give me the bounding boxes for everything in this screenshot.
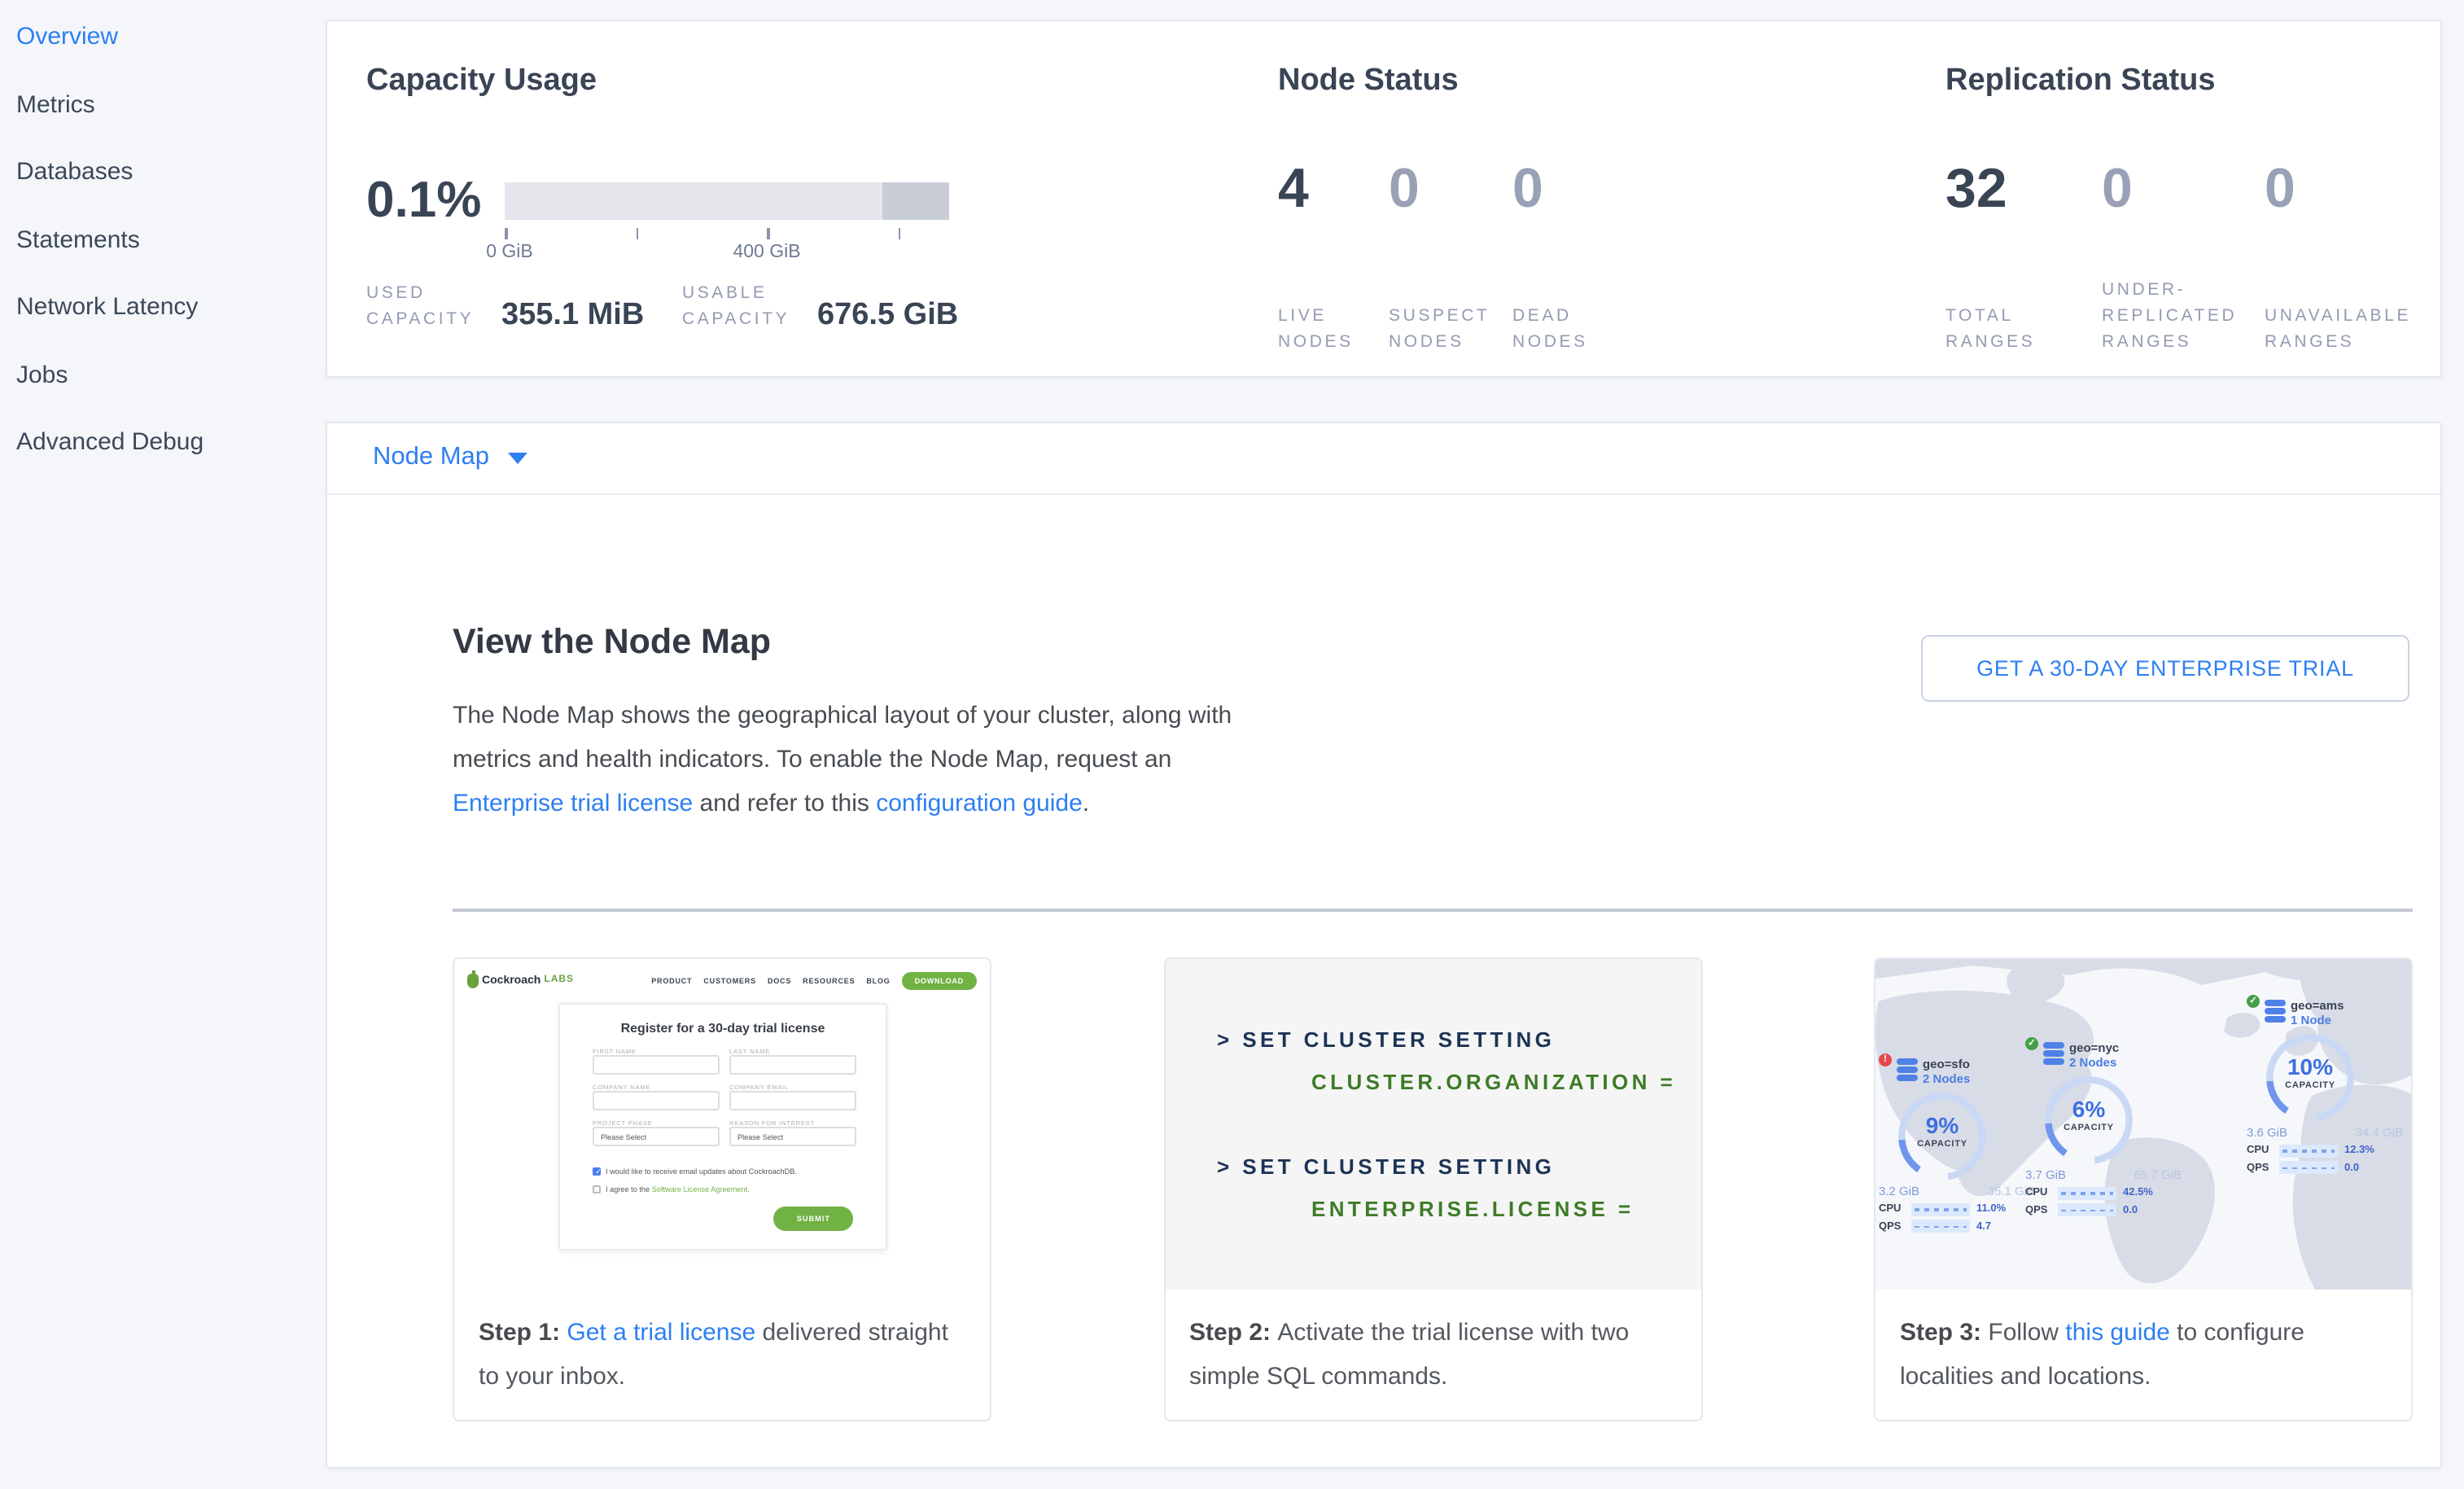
error-badge-icon — [1879, 1053, 1892, 1066]
qps-sparkline — [2058, 1203, 2116, 1216]
configuration-guide-link[interactable]: configuration guide — [876, 789, 1083, 817]
map-node-ams: geo=ams 1 Node 10% CAPACITY 3.6 GiB — [2247, 995, 2403, 1174]
company-name-field — [593, 1091, 720, 1110]
used-capacity-label: USED CAPACITY — [366, 283, 475, 328]
first-name-field — [593, 1055, 720, 1075]
stat-total-ranges: 32 TOTAL RANGES — [1945, 158, 2036, 352]
sql-snippet: > SET CLUSTER SETTING CLUSTER.ORGANIZATI… — [1165, 959, 1700, 1290]
database-icon — [1897, 1058, 1918, 1081]
usable-capacity-value: 676.5 GiB — [817, 298, 959, 332]
sidebar-item-advanced-debug[interactable]: Advanced Debug — [16, 428, 204, 457]
get-trial-license-link[interactable]: Get a trial license — [567, 1319, 756, 1347]
world-map-continents — [1875, 959, 2411, 1290]
capacity-usage-title: Capacity Usage — [366, 64, 597, 98]
cpu-sparkline — [2279, 1144, 2338, 1157]
used-capacity-value: 355.1 MiB — [501, 298, 645, 332]
axis-label-0gib: 0 GiB — [486, 243, 533, 262]
cpu-sparkline — [1911, 1202, 1970, 1215]
sidebar-item-metrics[interactable]: Metrics — [16, 90, 95, 119]
world-map-thumbnail: geo=sfo 2 Nodes 9% CAPACITY 3.2 GiB — [1875, 959, 2411, 1290]
usable-capacity-label: USABLE CAPACITY — [682, 283, 790, 328]
this-guide-link[interactable]: this guide — [2065, 1319, 2170, 1347]
email-updates-checkbox — [593, 1167, 602, 1176]
capacity-arc: 10% CAPACITY — [2266, 1034, 2354, 1122]
node-map-intro: The Node Map shows the geographical layo… — [453, 693, 1275, 825]
download-button: DOWNLOAD — [901, 971, 977, 989]
step3-caption: Step 3: Follow this guide to configure l… — [1900, 1319, 2304, 1390]
replication-status-title: Replication Status — [1945, 64, 2216, 98]
step2-thumbnail: > SET CLUSTER SETTING CLUSTER.ORGANIZATI… — [1165, 959, 1700, 1290]
node-map-dropdown-label: Node Map — [373, 443, 490, 471]
step1-caption: Step 1: Get a trial license delivered st… — [479, 1319, 948, 1390]
database-icon — [2265, 1000, 2286, 1023]
chevron-down-icon — [507, 452, 527, 464]
view-selector-bar: Node Map — [327, 423, 2440, 495]
cockroach-icon — [467, 970, 479, 988]
sidebar-item-overview[interactable]: Overview — [16, 23, 119, 51]
node-status-title: Node Status — [1278, 64, 1459, 98]
intro-text-after: . — [1082, 789, 1090, 817]
sidebar-item-network-latency[interactable]: Network Latency — [16, 293, 199, 322]
cpu-sparkline — [2058, 1186, 2116, 1199]
form-title: Register for a 30-day trial license — [620, 1021, 825, 1036]
trial-registration-form: Register for a 30-day trial license FIRS… — [558, 1003, 887, 1250]
capacity-arc: 6% CAPACITY — [2045, 1076, 2133, 1164]
software-license-link: Software License Agreement. — [651, 1185, 750, 1193]
sidebar: Overview Metrics Databases Statements Ne… — [0, 0, 326, 1489]
capacity-percent: 0.1% — [366, 171, 482, 228]
last-name-field — [729, 1055, 856, 1075]
map-node-nyc: geo=nyc 2 Nodes 6% CAPACITY 3.7 GiB — [2025, 1037, 2182, 1216]
sql-arg-1: CLUSTER.ORGANIZATION = — [1311, 1070, 1677, 1094]
cluster-summary-panel: Capacity Usage 0.1% 0 GiB 400 GiB USED C… — [326, 20, 2442, 378]
cockroach-labs-logo: Cockroach LABS — [467, 970, 574, 988]
capacity-arc: 9% CAPACITY — [1898, 1093, 1986, 1180]
reason-select: Please Select — [729, 1127, 856, 1146]
sql-arg-2: ENTERPRISE.LICENSE = — [1311, 1197, 1635, 1221]
step2-caption: Step 2: Activate the trial license with … — [1189, 1319, 1630, 1390]
submit-button: SUBMIT — [773, 1207, 853, 1231]
stat-dead-nodes: 0 DEAD NODES — [1512, 158, 1588, 352]
sidebar-item-databases[interactable]: Databases — [16, 158, 133, 186]
capacity-axis — [505, 228, 949, 241]
stat-under-replicated-ranges: 0 UNDER-REPLICATED RANGES — [2102, 158, 2238, 352]
qps-sparkline — [2279, 1161, 2338, 1174]
company-email-field — [729, 1091, 856, 1110]
map-node-sfo: geo=sfo 2 Nodes 9% CAPACITY 3.2 GiB — [1879, 1053, 2035, 1233]
section-divider — [453, 909, 2413, 912]
step2-card: > SET CLUSTER SETTING CLUSTER.ORGANIZATI… — [1163, 957, 1702, 1421]
healthy-badge-icon — [2025, 1037, 2038, 1050]
license-agreement-checkbox — [593, 1185, 601, 1193]
step1-card: Cockroach LABS PRODUCT CUSTOMERS DOCS RE… — [453, 957, 991, 1421]
stat-unavailable-ranges: 0 UNAVAILABLE RANGES — [2265, 158, 2412, 352]
qps-sparkline — [1911, 1220, 1970, 1233]
sidebar-item-statements[interactable]: Statements — [16, 226, 140, 254]
node-map-dropdown[interactable]: Node Map — [373, 444, 527, 473]
project-phase-select: Please Select — [593, 1127, 720, 1146]
sql-command-2: > SET CLUSTER SETTING — [1217, 1154, 1556, 1179]
mini-site-header: Cockroach LABS PRODUCT CUSTOMERS DOCS RE… — [467, 969, 977, 992]
intro-text: The Node Map shows the geographical layo… — [453, 701, 1232, 773]
healthy-badge-icon — [2247, 995, 2260, 1008]
capacity-bar-reserved-segment — [882, 182, 949, 220]
step3-thumbnail: geo=sfo 2 Nodes 9% CAPACITY 3.2 GiB — [1875, 959, 2411, 1290]
sidebar-item-jobs[interactable]: Jobs — [16, 361, 68, 389]
steps-row: Cockroach LABS PRODUCT CUSTOMERS DOCS RE… — [453, 957, 2413, 1421]
intro-text-mid: and refer to this — [693, 789, 877, 817]
axis-label-400gib: 400 GiB — [733, 243, 801, 262]
sql-command-1: > SET CLUSTER SETTING — [1217, 1027, 1556, 1052]
mini-site-nav: PRODUCT CUSTOMERS DOCS RESOURCES BLOG DO… — [651, 971, 977, 989]
node-map-panel: Node Map View the Node Map The Node Map … — [326, 421, 2442, 1468]
page-title: View the Node Map — [453, 621, 772, 660]
enterprise-trial-button[interactable]: GET A 30-DAY ENTERPRISE TRIAL — [1921, 635, 2409, 702]
stat-live-nodes: 4 LIVE NODES — [1278, 158, 1354, 352]
stat-suspect-nodes: 0 SUSPECT NODES — [1389, 158, 1490, 352]
database-icon — [2043, 1042, 2064, 1065]
step1-thumbnail: Cockroach LABS PRODUCT CUSTOMERS DOCS RE… — [454, 959, 990, 1290]
capacity-usage-bar — [505, 182, 949, 220]
step3-card: geo=sfo 2 Nodes 9% CAPACITY 3.2 GiB — [1874, 957, 2413, 1421]
enterprise-trial-license-link[interactable]: Enterprise trial license — [453, 789, 694, 817]
